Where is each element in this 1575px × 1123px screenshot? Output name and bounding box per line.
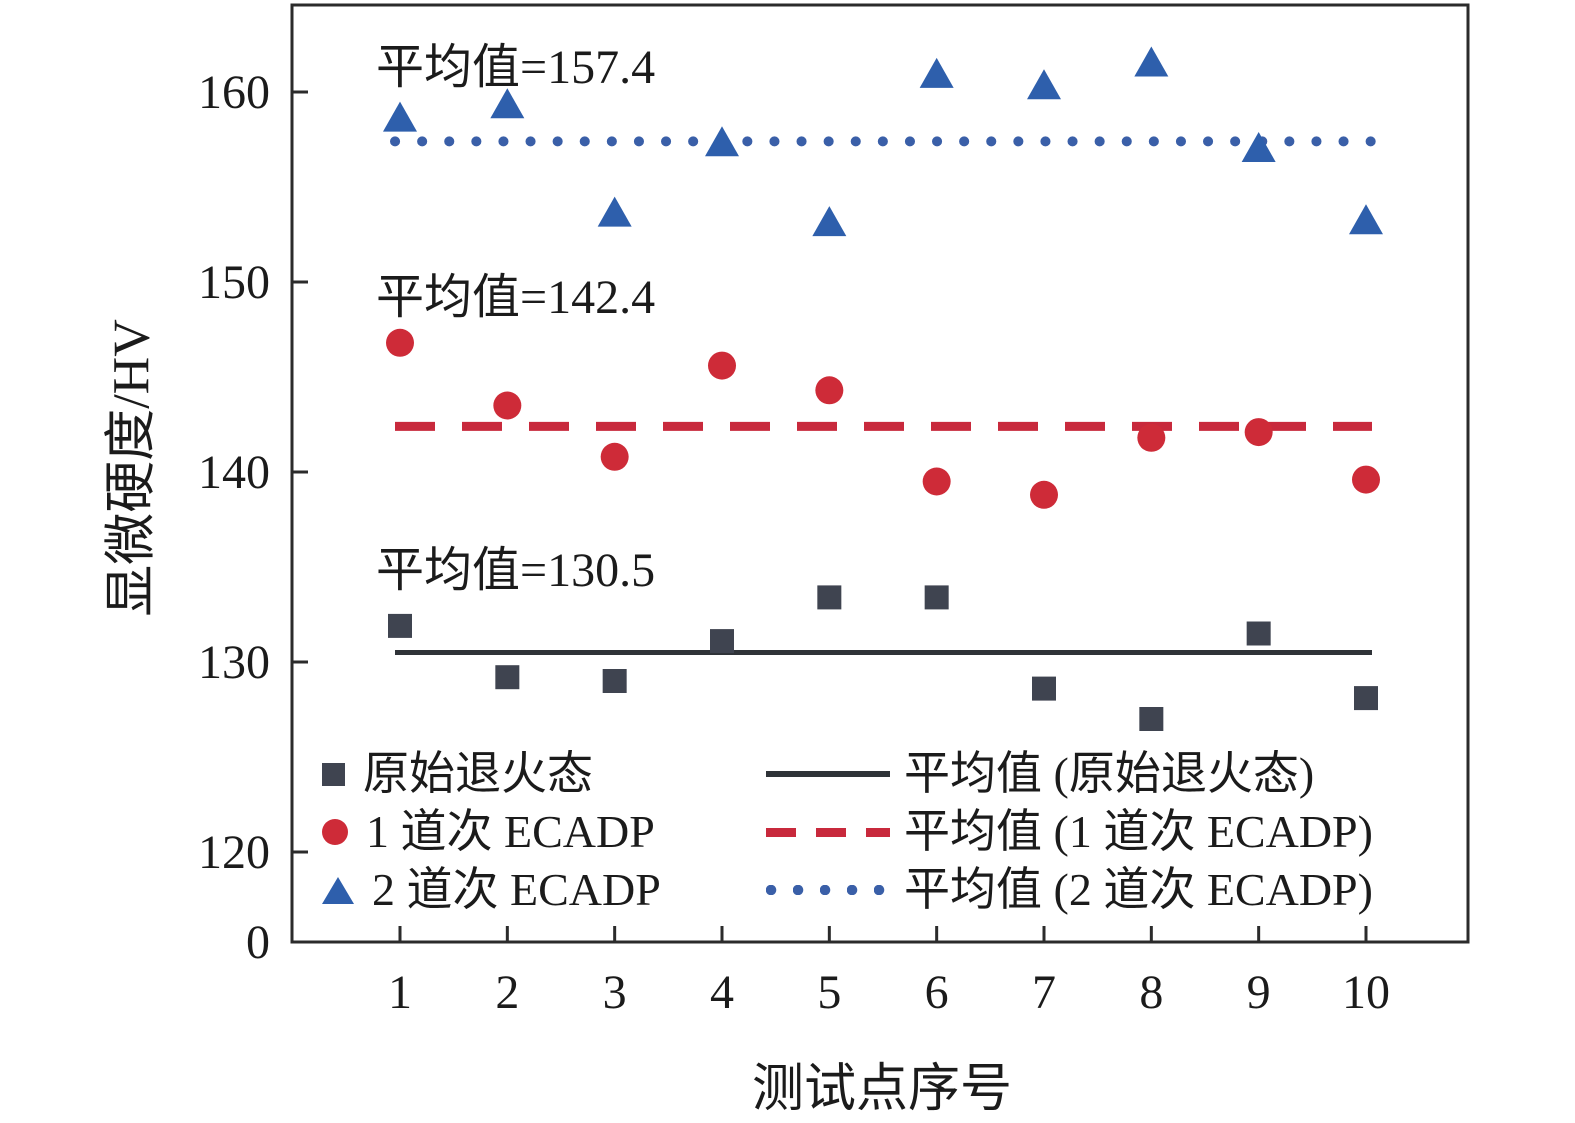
legend-item-2pass: 2 道次 ECADP [308,867,766,913]
ecadp-1pass-point [493,391,522,420]
x-tick-label: 4 [710,966,734,1019]
legend-label: 1 道次 ECADP [366,806,655,857]
legend-row: 2 道次 ECADP 平均值 (2 道次 ECADP) [308,861,1458,919]
legend-label: 原始退火态 [363,748,593,799]
ecadp-2pass-point [1027,69,1061,100]
mean-annotation-1pass: 平均值=142.4 [376,271,656,324]
dashed-line-icon [766,827,890,837]
ecadp-1pass-point [1030,480,1058,509]
legend-item-mean-2pass: 平均值 (2 道次 ECADP) [766,867,1373,913]
y-tick-label: 120 [198,826,270,879]
ecadp-2pass-point [705,126,739,157]
x-tick-label: 5 [817,966,841,1019]
ecadp-2pass-point [812,206,847,237]
ecadp-2pass-point [383,101,417,132]
annealed-point [388,613,412,638]
square-marker-icon [322,762,345,786]
legend-row: 1 道次 ECADP 平均值 (1 道次 ECADP) [308,803,1458,861]
solid-line-icon [766,771,890,777]
ecadp-1pass-point [1137,423,1166,452]
annealed-point [710,629,734,654]
ecadp-2pass-point [1134,46,1169,77]
x-axis-title: 测试点序号 [751,1061,1013,1118]
ecadp-1pass-point [922,467,951,496]
legend-label: 平均值 (原始退火态) [904,748,1315,799]
y-tick-label: 140 [198,446,270,499]
x-tick-label: 1 [388,966,412,1019]
x-tick-label: 3 [603,966,627,1019]
annealed-point [1354,686,1378,711]
legend-item-mean-annealed: 平均值 (原始退火态) [766,751,1314,797]
ecadp-1pass-point [708,351,736,380]
y-tick-label: 0 [246,916,270,969]
legend-label: 平均值 (1 道次 ECADP) [904,806,1373,857]
dotted-line-icon [766,885,890,895]
ecadp-2pass-point [1349,204,1383,235]
legend-label: 2 道次 ECADP [372,864,661,915]
x-tick-label: 7 [1032,966,1056,1019]
ecadp-1pass-point [386,328,414,357]
x-tick-label: 6 [925,966,949,1019]
ecadp-2pass-point [597,196,632,227]
legend-item-mean-1pass: 平均值 (1 道次 ECADP) [766,809,1373,855]
y-tick-label: 130 [198,636,270,689]
ecadp-1pass-point [600,442,629,471]
annealed-point [602,669,627,693]
legend-label: 平均值 (2 道次 ECADP) [904,864,1373,915]
y-tick-label: 150 [198,256,270,309]
ecadp-2pass-point [1241,132,1276,162]
x-tick-label: 9 [1247,966,1271,1019]
annealed-point [1139,707,1164,731]
legend-item-annealed: 原始退火态 [308,751,766,797]
legend-row: 原始退火态 平均值 (原始退火态) [308,745,1458,803]
triangle-marker-icon [322,876,354,904]
x-tick-label: 10 [1342,966,1390,1019]
ecadp-1pass-point [815,376,844,405]
y-tick-label: 160 [198,66,270,119]
ecadp-1pass-point [1244,418,1273,447]
circle-marker-icon [322,819,348,845]
y-axis-title: 显微硬度/HV [103,319,161,617]
annealed-point [1032,676,1056,701]
x-tick-label: 2 [495,966,519,1019]
legend: 原始退火态 平均值 (原始退火态) 1 道次 ECADP 平均值 (1 道次 E… [308,745,1458,919]
mean-annotation-annealed: 平均值=130.5 [376,544,656,597]
annealed-point [817,585,842,610]
annealed-point [924,585,949,610]
mean-annotation-2pass: 平均值=157.4 [376,41,656,94]
legend-item-1pass: 1 道次 ECADP [308,809,766,855]
annealed-point [1246,621,1271,646]
ecadp-2pass-point [919,57,954,88]
ecadp-1pass-point [1352,465,1380,494]
ecadp-2pass-point [490,88,525,119]
annealed-point [495,665,520,690]
x-tick-label: 8 [1139,966,1163,1019]
